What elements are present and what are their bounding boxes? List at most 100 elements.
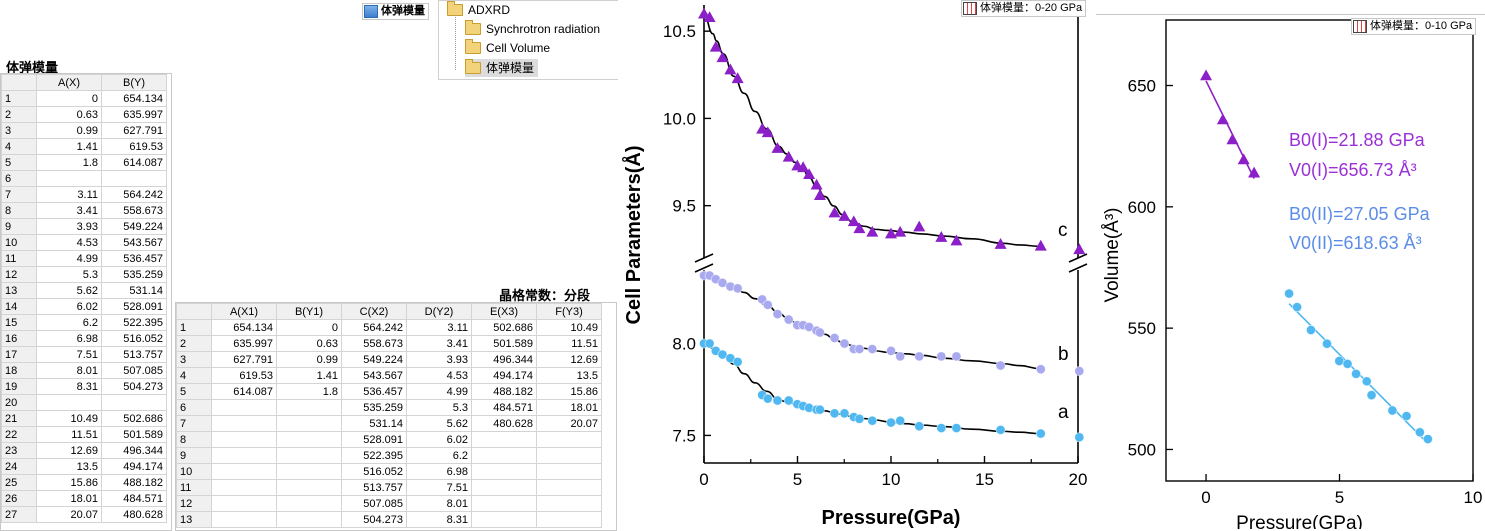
graph1-window[interactable]: 0 5 10 15 20 9.5 10.0 10.5 7.5 8.0 Pressure(GPa) Ce… [618, 0, 1096, 529]
cell[interactable]: 619.53 [101, 138, 167, 155]
row-header[interactable]: 7 [176, 415, 212, 432]
row-header[interactable]: 9 [1, 218, 37, 235]
cell[interactable] [471, 463, 537, 480]
column-header[interactable]: B(Y1) [276, 303, 342, 320]
cell[interactable]: 502.686 [471, 319, 537, 336]
cell[interactable]: 5.62 [36, 282, 102, 299]
cell[interactable]: 1.8 [276, 383, 342, 400]
row-header[interactable]: 1 [1, 90, 37, 107]
column-header[interactable]: D(Y2) [406, 303, 472, 320]
row-header[interactable]: 10 [176, 463, 212, 480]
cell[interactable]: 654.134 [101, 90, 167, 107]
cell[interactable]: 494.174 [471, 367, 537, 384]
cell[interactable] [101, 394, 167, 411]
cell[interactable]: 18.01 [36, 490, 102, 507]
book-tab[interactable]: 体弹模量 [362, 3, 429, 20]
cell[interactable]: 13.5 [36, 458, 102, 475]
cell[interactable]: 558.673 [341, 335, 407, 352]
row-header[interactable]: 12 [1, 266, 37, 283]
cell[interactable] [471, 479, 537, 496]
cell[interactable]: 496.344 [101, 442, 167, 459]
cell[interactable]: 627.791 [101, 122, 167, 139]
row-header[interactable]: 3 [176, 351, 212, 368]
sheet1-title[interactable]: 体弹模量 [4, 57, 61, 76]
cell[interactable]: 12.69 [536, 351, 602, 368]
cell[interactable] [471, 431, 537, 448]
cell[interactable]: 654.134 [211, 319, 277, 336]
cell[interactable]: 7.51 [406, 479, 472, 496]
row-header[interactable]: 3 [1, 122, 37, 139]
row-header[interactable]: 14 [1, 298, 37, 315]
column-header[interactable]: C(X2) [341, 303, 407, 320]
cell[interactable]: 6.98 [36, 330, 102, 347]
cell[interactable]: 535.259 [341, 399, 407, 416]
column-header[interactable]: F(Y3) [536, 303, 602, 320]
cell[interactable] [471, 447, 537, 464]
row-header[interactable]: 17 [1, 346, 37, 363]
cell[interactable]: 8.31 [36, 378, 102, 395]
row-header[interactable]: 25 [1, 474, 37, 491]
column-header[interactable]: B(Y) [101, 74, 167, 91]
cell[interactable] [536, 479, 602, 496]
cell[interactable]: 1.8 [36, 154, 102, 171]
cell[interactable] [536, 447, 602, 464]
cell[interactable]: 484.571 [471, 399, 537, 416]
cell[interactable]: 0.63 [276, 335, 342, 352]
cell[interactable]: 0.63 [36, 106, 102, 123]
sheet1-worksheet[interactable]: A(X) B(Y) 1 0 654.134 2 0.63 635.997 3 0.99 627.79… [0, 73, 172, 531]
cell[interactable] [276, 431, 342, 448]
cell[interactable]: 15.86 [536, 383, 602, 400]
cell[interactable]: 3.41 [406, 335, 472, 352]
sheet2-worksheet[interactable]: A(X1) B(Y1) C(X2) D(Y2) E(X3) F(Y3) 1 654.134 0 5… [175, 302, 617, 531]
cell[interactable]: 502.686 [101, 410, 167, 427]
row-header[interactable]: 6 [176, 399, 212, 416]
cell[interactable]: 528.091 [101, 298, 167, 315]
row-header[interactable]: 5 [1, 154, 37, 171]
cell[interactable]: 522.395 [101, 314, 167, 331]
sheet2-title[interactable]: 晶格常数：分段 [497, 285, 593, 304]
cell[interactable]: 5.62 [406, 415, 472, 432]
graph2-window[interactable]: 0 5 10 500 550 600 650 Pressure(GPa) Volume(Å³) B… [1097, 15, 1485, 529]
cell[interactable]: 614.087 [211, 383, 277, 400]
corner-cell[interactable] [1, 74, 37, 91]
cell[interactable]: 3.11 [406, 319, 472, 336]
cell[interactable]: 6.2 [406, 447, 472, 464]
cell[interactable]: 18.01 [536, 399, 602, 416]
row-header[interactable]: 8 [1, 202, 37, 219]
cell[interactable]: 1.41 [36, 138, 102, 155]
row-header[interactable]: 13 [176, 511, 212, 528]
row-header[interactable]: 4 [1, 138, 37, 155]
cell[interactable]: 536.457 [101, 250, 167, 267]
cell[interactable]: 3.93 [406, 351, 472, 368]
cell[interactable] [536, 511, 602, 528]
cell[interactable]: 10.49 [36, 410, 102, 427]
cell[interactable]: 8.01 [36, 362, 102, 379]
cell[interactable]: 488.182 [101, 474, 167, 491]
cell[interactable]: 507.085 [341, 495, 407, 512]
column-header[interactable]: E(X3) [471, 303, 537, 320]
row-header[interactable]: 12 [176, 495, 212, 512]
cell[interactable] [276, 463, 342, 480]
cell[interactable] [276, 495, 342, 512]
cell[interactable] [36, 170, 102, 187]
row-header[interactable]: 1 [176, 319, 212, 336]
cell[interactable]: 5.3 [406, 399, 472, 416]
row-header[interactable]: 5 [176, 383, 212, 400]
cell[interactable]: 635.997 [101, 106, 167, 123]
cell[interactable]: 10.49 [536, 319, 602, 336]
cell[interactable]: 528.091 [341, 431, 407, 448]
cell[interactable]: 501.589 [101, 426, 167, 443]
cell[interactable] [211, 511, 277, 528]
cell[interactable]: 13.5 [536, 367, 602, 384]
cell[interactable]: 507.085 [101, 362, 167, 379]
row-header[interactable]: 26 [1, 490, 37, 507]
cell[interactable] [211, 479, 277, 496]
tree-item-cell-volume[interactable]: Cell Volume [465, 39, 550, 57]
cell[interactable]: 6.98 [406, 463, 472, 480]
cell[interactable] [211, 447, 277, 464]
cell[interactable]: 531.14 [341, 415, 407, 432]
cell[interactable]: 558.673 [101, 202, 167, 219]
row-header[interactable]: 23 [1, 442, 37, 459]
cell[interactable] [211, 431, 277, 448]
cell[interactable]: 4.53 [36, 234, 102, 251]
